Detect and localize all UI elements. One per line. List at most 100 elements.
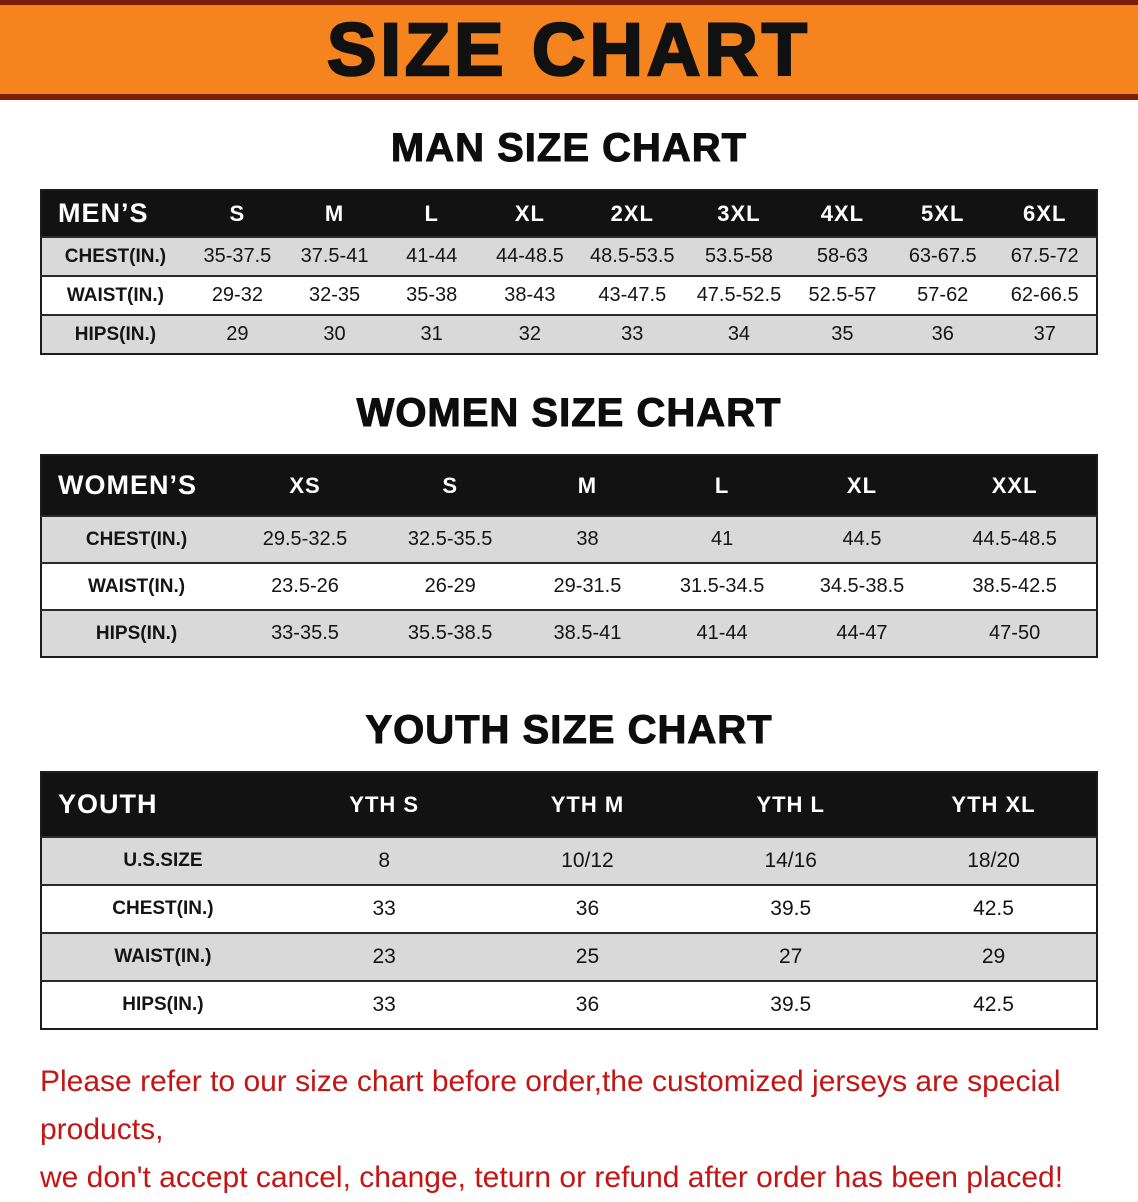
size-value-cell: 57-62 — [917, 284, 969, 306]
men-section-heading: MAN SIZE CHART — [390, 126, 748, 171]
men-size-table: MEN’S S M L XL 2XL 3XL 4XL 5XL 6XL CHEST… — [40, 189, 1098, 355]
size-value-cell: 37 — [1033, 323, 1056, 345]
size-value-cell: 23 — [372, 945, 396, 968]
size-value-cell: 29-31.5 — [553, 575, 622, 597]
size-col-header: XXL — [933, 455, 1097, 516]
women-section-heading: WOMEN SIZE CHART — [356, 391, 782, 436]
table-row: WAIST(IN.) 23 25 27 29 — [41, 933, 1097, 981]
disclaimer: Please refer to our size chart before or… — [40, 1058, 1098, 1202]
size-value-cell: 44-48.5 — [495, 245, 564, 267]
row-label: HIPS(IN.) — [74, 323, 157, 345]
row-label: WAIST(IN.) — [66, 284, 164, 306]
size-value-cell: 25 — [575, 945, 600, 968]
size-value-cell: 29.5-32.5 — [262, 528, 348, 550]
size-value-cell: 32 — [518, 323, 541, 345]
size-col-header: 6XL — [993, 190, 1097, 237]
men-header-row: MEN’S S M L XL 2XL 3XL 4XL 5XL 6XL — [41, 190, 1097, 237]
size-value-cell: 27 — [779, 945, 803, 968]
size-value-cell: 44.5 — [842, 528, 882, 550]
size-value-cell: 35-38 — [406, 284, 458, 306]
size-value-cell: 38-43 — [504, 284, 556, 306]
size-value-cell: 41-44 — [696, 622, 748, 644]
size-col-header: YTH M — [484, 772, 691, 837]
disclaimer-line-1: Please refer to our size chart before or… — [40, 1065, 1061, 1146]
youth-corner-label: YOUTH — [41, 772, 284, 837]
row-label: CHEST(IN.) — [85, 528, 188, 550]
size-value-cell: 33 — [372, 993, 396, 1016]
size-value-cell: 38 — [576, 528, 599, 550]
row-label: WAIST(IN.) — [87, 575, 186, 597]
size-value-cell: 30 — [323, 323, 346, 345]
size-value-cell: 39.5 — [770, 897, 812, 920]
size-value-cell: 44-47 — [836, 622, 888, 644]
size-value-cell: 26-29 — [424, 575, 476, 597]
size-value-cell: 33 — [372, 897, 396, 920]
size-value-cell: 44.5-48.5 — [972, 528, 1057, 550]
table-row: CHEST(IN.) 35-37.5 37.5-41 41-44 44-48.5… — [41, 237, 1097, 276]
size-value-cell: 48.5-53.5 — [590, 245, 675, 267]
size-value-cell: 36 — [575, 993, 600, 1016]
women-size-table: WOMEN’S XS S M L XL XXL CHEST(IN.) 29.5-… — [40, 454, 1098, 658]
size-value-cell: 34 — [727, 323, 751, 345]
size-value-cell: 67.5-72 — [1010, 245, 1079, 267]
size-value-cell: 36 — [931, 323, 954, 345]
size-col-header: M — [521, 455, 654, 516]
size-col-header: YTH L — [690, 772, 892, 837]
row-label: U.S.SIZE — [123, 850, 203, 871]
size-value-cell: 32-35 — [308, 284, 361, 306]
size-value-cell: 29 — [981, 945, 1006, 968]
size-value-cell: 37.5-41 — [300, 245, 369, 267]
youth-size-table: YOUTH YTH S YTH M YTH L YTH XL U.S.SIZE … — [40, 771, 1098, 1030]
size-value-cell: 58-63 — [816, 245, 868, 267]
size-value-cell: 14/16 — [764, 849, 817, 872]
size-value-cell: 38.5-41 — [553, 622, 622, 644]
size-value-cell: 41-44 — [406, 245, 458, 267]
youth-section-heading: YOUTH SIZE CHART — [365, 708, 773, 753]
youth-header-row: YOUTH YTH S YTH M YTH L YTH XL — [41, 772, 1097, 837]
size-col-header: XL — [790, 455, 934, 516]
size-col-header: S — [378, 455, 522, 516]
table-row: CHEST(IN.) 29.5-32.5 32.5-35.5 38 41 44.… — [41, 516, 1097, 563]
size-value-cell: 34.5-38.5 — [819, 575, 905, 597]
men-corner-label: MEN’S — [41, 190, 189, 237]
size-value-cell: 29-32 — [211, 284, 263, 306]
table-row: HIPS(IN.) 33-35.5 35.5-38.5 38.5-41 41-4… — [41, 610, 1097, 657]
size-value-cell: 52.5-57 — [808, 284, 877, 306]
size-col-header: 2XL — [579, 190, 686, 237]
row-label: HIPS(IN.) — [122, 994, 204, 1015]
size-value-cell: 10/12 — [561, 849, 614, 872]
size-col-header: YTH XL — [891, 772, 1097, 837]
size-value-cell: 53.5-58 — [705, 245, 773, 267]
size-value-cell: 38.5-42.5 — [972, 575, 1057, 597]
table-row: HIPS(IN.) 33 36 39.5 42.5 — [41, 981, 1097, 1029]
size-value-cell: 31 — [420, 323, 443, 345]
disclaimer-line-2: we don't accept cancel, change, teturn o… — [40, 1161, 1064, 1194]
women-corner-label: WOMEN’S — [41, 455, 232, 516]
size-value-cell: 36 — [575, 897, 600, 920]
size-col-header: 5XL — [892, 190, 994, 237]
size-value-cell: 23.5-26 — [271, 575, 339, 597]
size-col-header: XL — [480, 190, 580, 237]
size-col-header: 4XL — [792, 190, 893, 237]
table-row: WAIST(IN.) 29-32 32-35 35-38 38-43 43-47… — [41, 276, 1097, 315]
size-value-cell: 29 — [226, 323, 249, 345]
page-title: SIZE CHART — [326, 7, 811, 93]
size-value-cell: 35-37.5 — [203, 245, 272, 267]
row-label: CHEST(IN.) — [112, 898, 214, 919]
women-header-row: WOMEN’S XS S M L XL XXL — [41, 455, 1097, 516]
size-col-header: 3XL — [685, 190, 793, 237]
size-value-cell: 8 — [378, 849, 391, 872]
size-value-cell: 47.5-52.5 — [696, 284, 782, 306]
size-value-cell: 63-67.5 — [908, 245, 977, 267]
row-label: WAIST(IN.) — [114, 946, 212, 967]
size-col-header: S — [188, 190, 286, 237]
size-value-cell: 41 — [710, 528, 734, 550]
size-value-cell: 31.5-34.5 — [679, 575, 765, 597]
size-value-cell: 39.5 — [770, 993, 812, 1016]
size-value-cell: 35 — [831, 323, 854, 345]
row-label: CHEST(IN.) — [64, 245, 167, 267]
table-row: WAIST(IN.) 23.5-26 26-29 29-31.5 31.5-34… — [41, 563, 1097, 610]
row-label: HIPS(IN.) — [95, 622, 178, 644]
size-value-cell: 32.5-35.5 — [407, 528, 493, 550]
